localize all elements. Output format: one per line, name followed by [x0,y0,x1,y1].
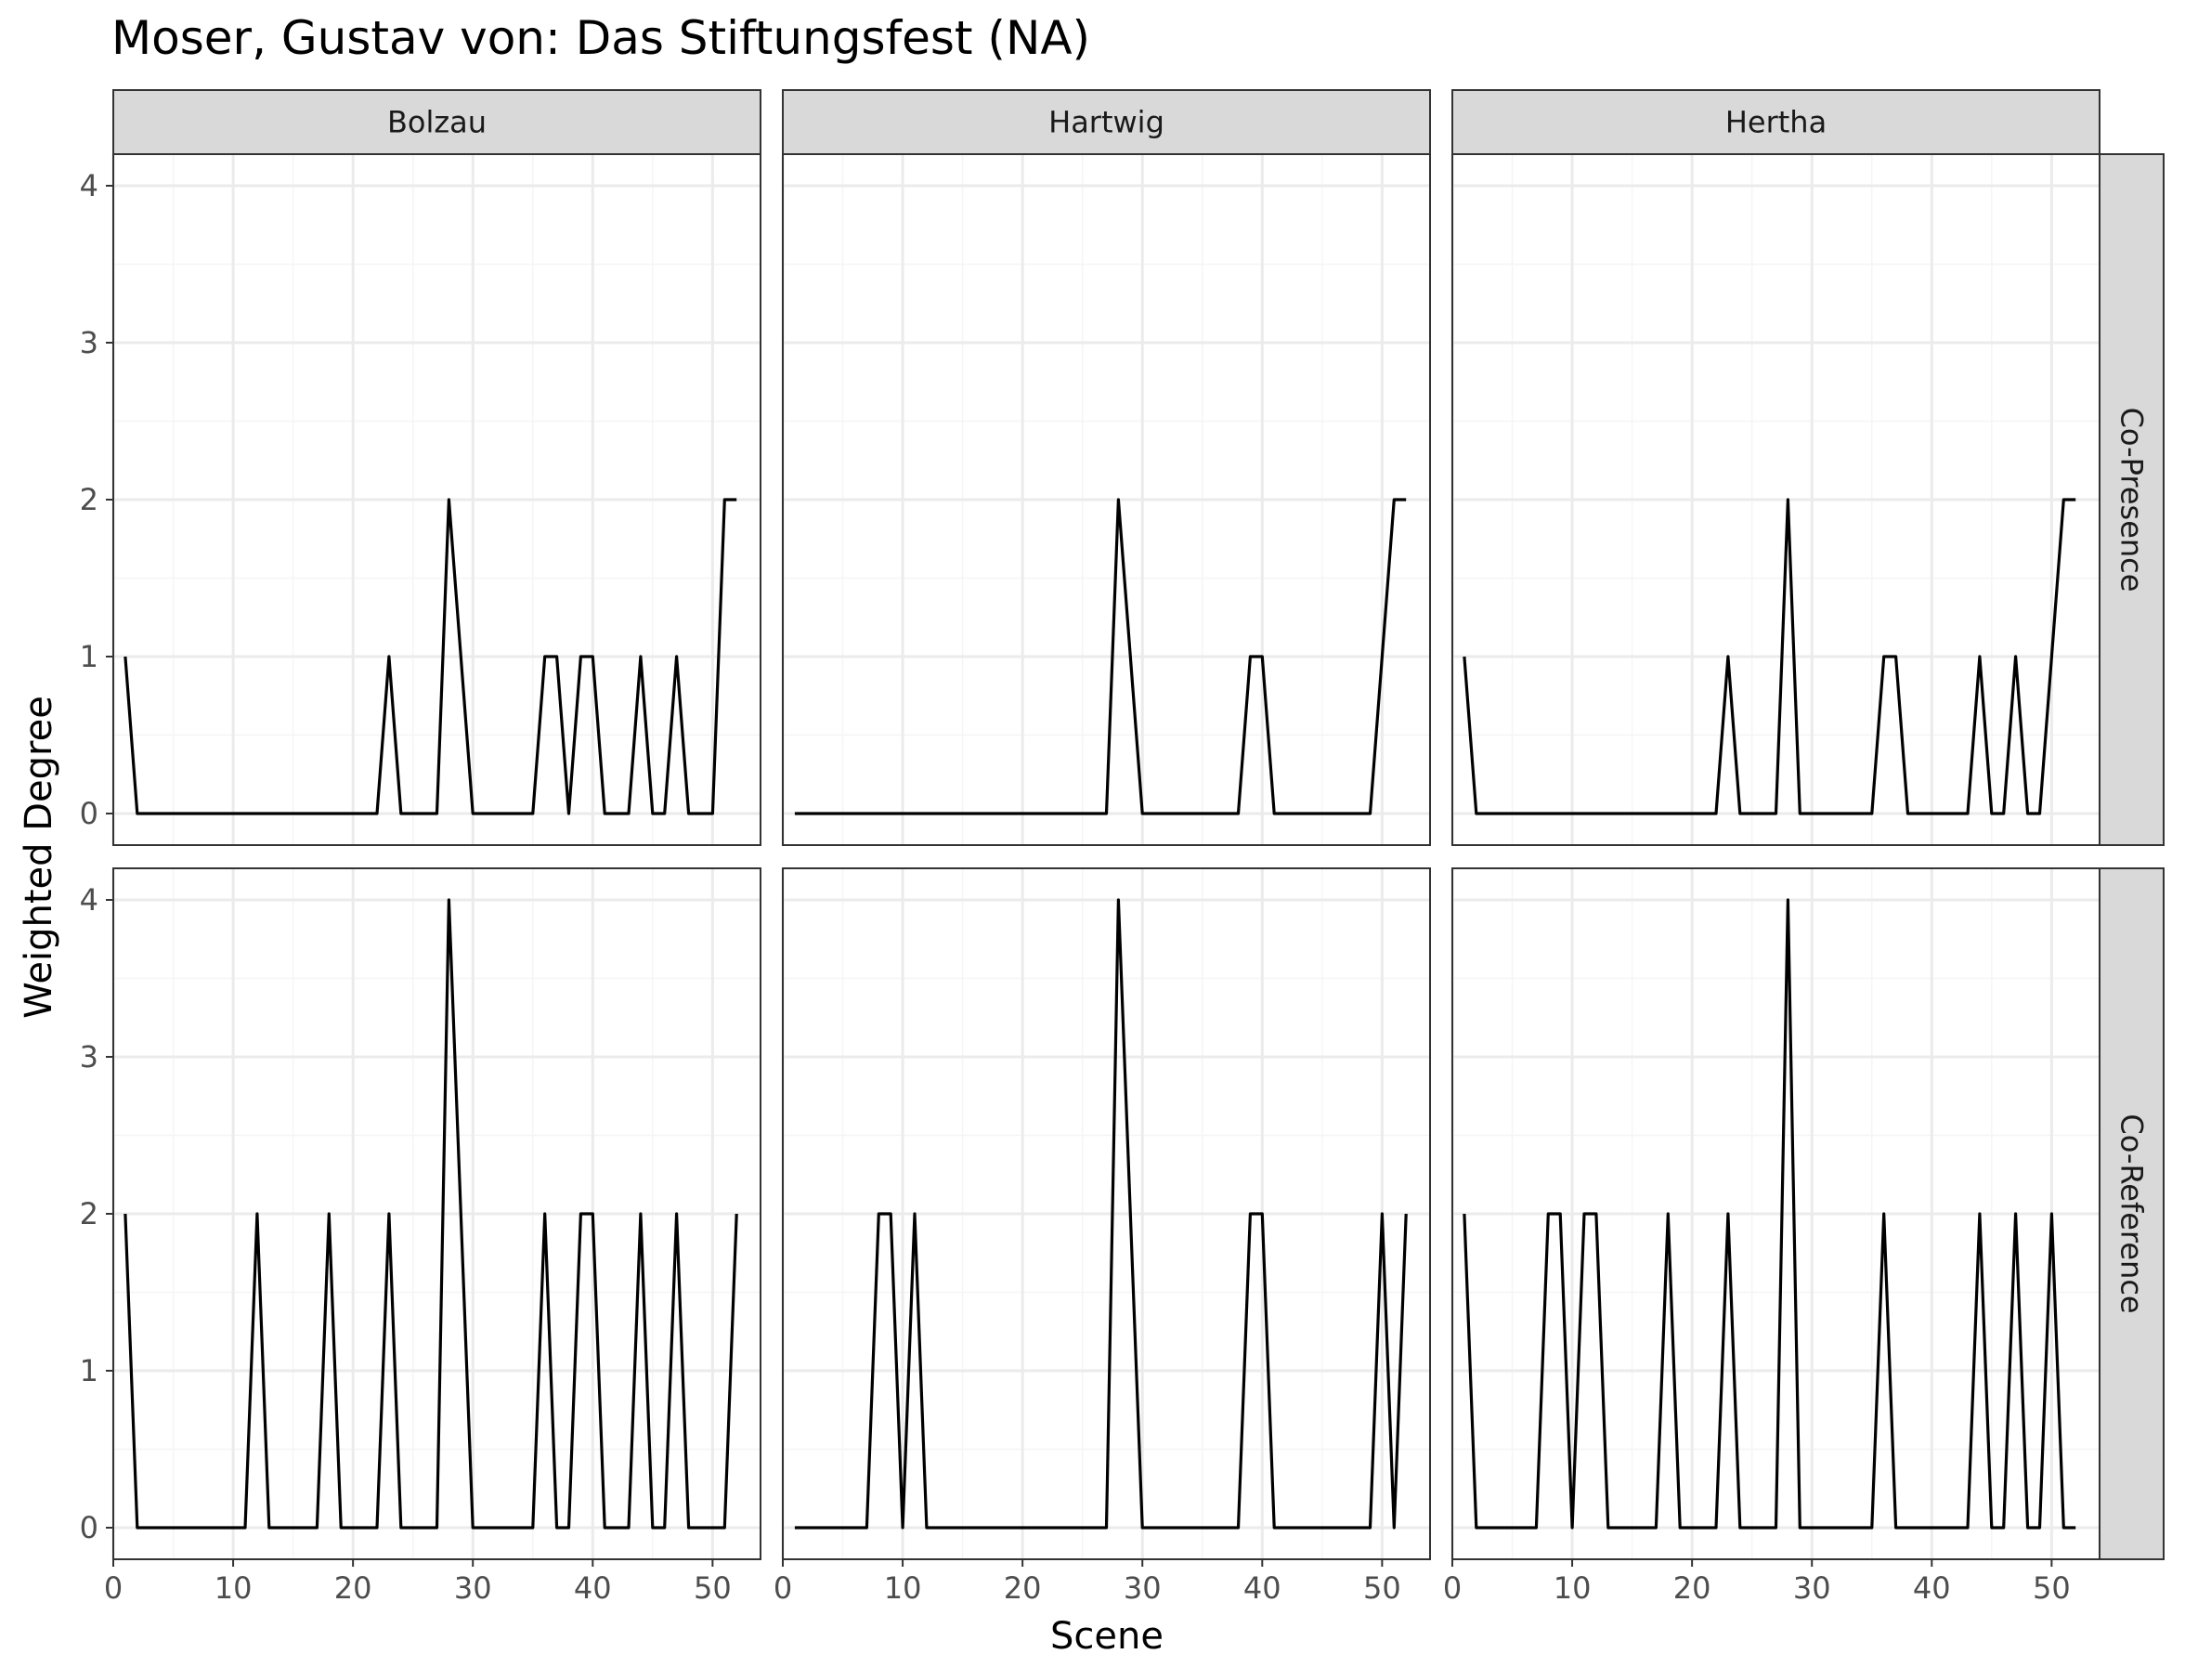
y-tick-label: 4 [80,882,98,918]
strip-co-reference [2099,867,2165,1560]
panel-co-reference-hartwig: 0 10 20 30 40 50 [774,867,1431,1606]
x-tick-label: 40 [1913,1570,1951,1606]
x-tick-label: 10 [884,1570,922,1606]
strip-label-hartwig: Hartwig [1048,105,1164,140]
y-tick-label: 1 [80,639,98,674]
panel-co-presence-hertha [1450,153,2100,846]
strip-label-hertha: Hertha [1725,105,1827,140]
y-tick-label: 2 [80,482,98,517]
panel-co-reference-hertha: 0 10 20 30 40 50 [1443,867,2100,1606]
series-line-co-reference-hartwig [794,898,1408,1530]
y-tick-label: 3 [80,325,98,360]
series-line-co-presence-hertha [1463,498,2076,815]
panel-co-presence-hartwig [781,153,1431,846]
panel-border [782,153,1431,846]
panel-co-presence-bolzau: 0 1 2 3 4 [80,153,761,846]
strip-co-presence [2099,153,2165,846]
x-tick-label: 30 [1124,1570,1162,1606]
strip-hartwig [782,89,1431,155]
x-tick-label: 50 [1363,1570,1401,1606]
y-tick-label: 4 [80,168,98,203]
strip-label-co-reference: Co-Reference [2114,1113,2150,1313]
panel-border [1451,153,2100,846]
x-tick-label: 10 [215,1570,253,1606]
facet-panels: Bolzau Hartwig Hertha Co-Presence Co-Referen… [80,89,2165,1606]
x-tick-label: 20 [334,1570,372,1606]
series-line-co-reference-hertha [1463,898,2076,1530]
series-line-co-presence-hartwig [794,498,1407,815]
y-tick-label: 2 [80,1196,98,1231]
x-tick-label: 0 [774,1570,792,1606]
x-tick-label: 50 [694,1570,732,1606]
x-tick-label: 30 [454,1570,492,1606]
series-line-co-presence-bolzau [124,498,737,815]
y-tick-label: 3 [80,1039,98,1074]
chart-title: Moser, Gustav von: Das Stiftungsfest (NA… [111,11,1090,65]
x-tick-label: 20 [1004,1570,1042,1606]
x-tick-label: 40 [1243,1570,1281,1606]
strip-bolzau [112,89,761,155]
x-tick-label: 10 [1554,1570,1592,1606]
strip-label-co-presence: Co-Presence [2114,408,2150,593]
x-tick-label: 30 [1793,1570,1831,1606]
x-tick-label: 50 [2033,1570,2071,1606]
panel-border [1451,867,2100,1560]
strip-label-bolzau: Bolzau [387,105,487,140]
y-axis-title: Weighted Degree [18,696,60,1019]
y-tick-label: 0 [80,1510,98,1545]
series-line-co-reference-bolzau [124,898,738,1530]
x-tick-label: 40 [574,1570,612,1606]
y-tick-label: 1 [80,1353,98,1388]
x-axis-title: Scene [1050,1615,1164,1658]
x-tick-label: 0 [1443,1570,1462,1606]
x-tick-label: 0 [104,1570,123,1606]
panel-border [782,867,1431,1560]
x-tick-label: 20 [1673,1570,1711,1606]
y-tick-label: 0 [80,796,98,831]
